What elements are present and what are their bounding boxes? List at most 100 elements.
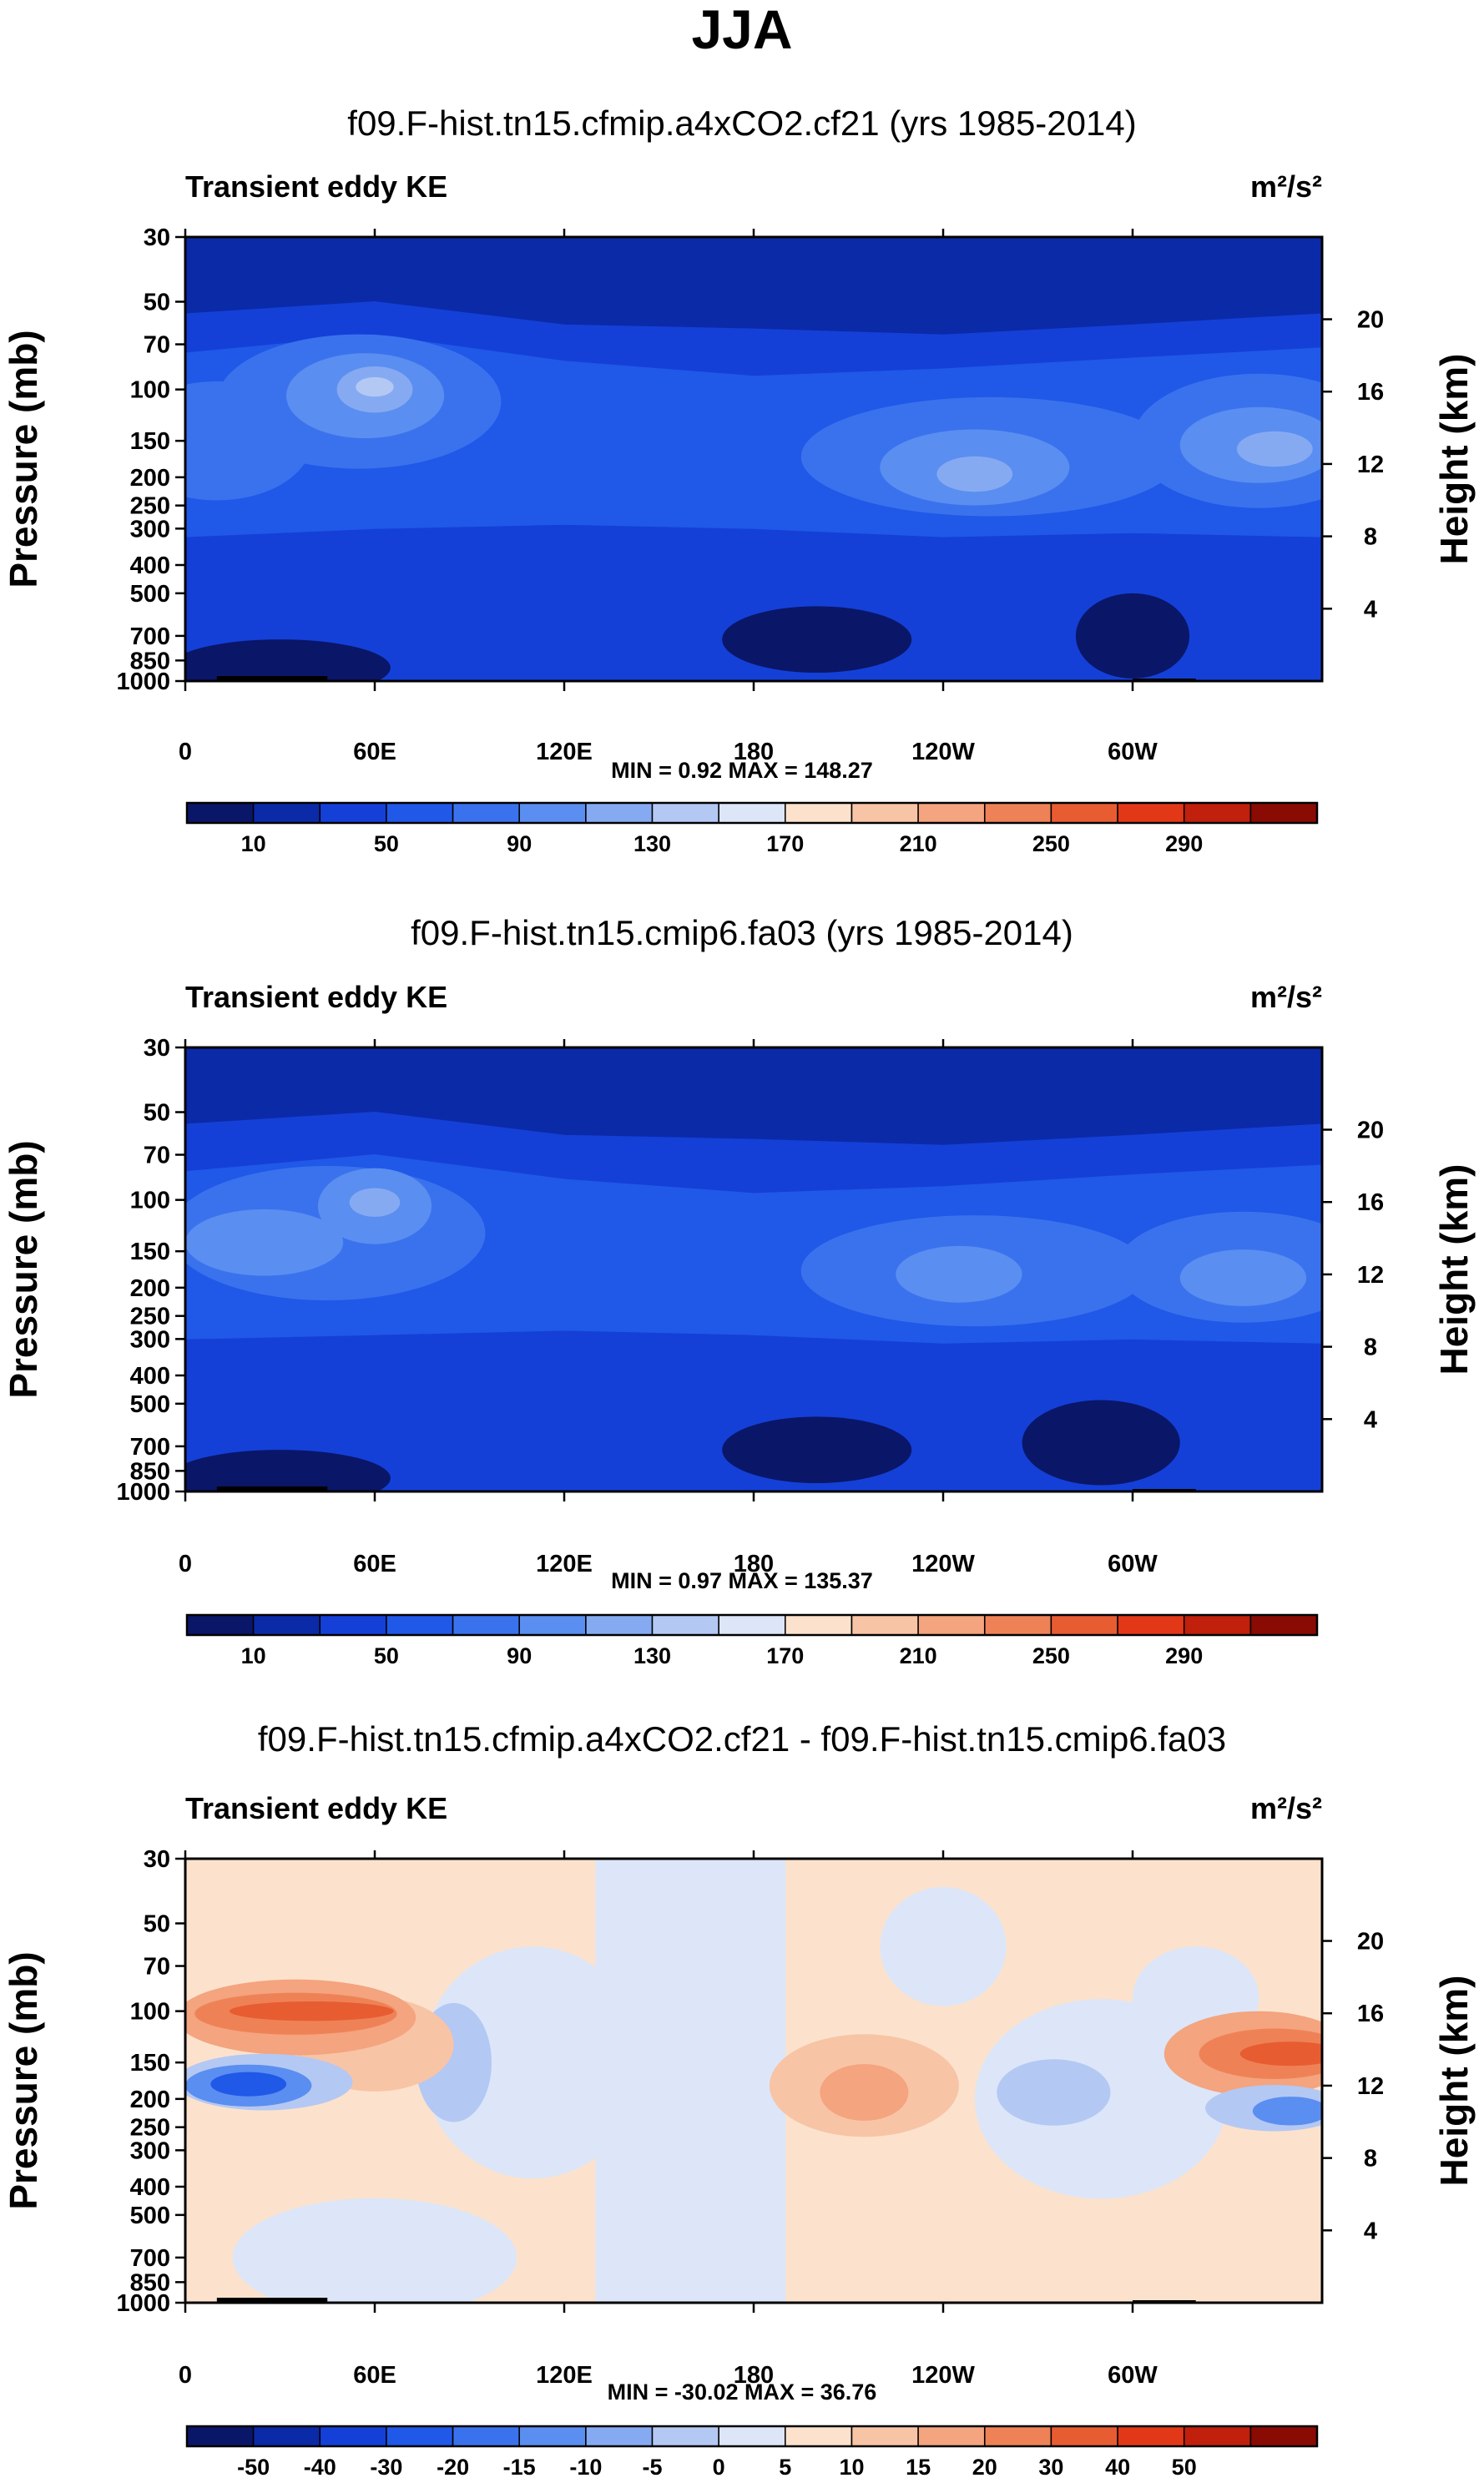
x-tick-label: 120W bbox=[911, 1551, 975, 1577]
y-tick-label: 50 bbox=[144, 1911, 170, 1938]
height-tick-label: 4 bbox=[1364, 2218, 1377, 2244]
minmax-label: MIN = 0.97 MAX = 135.37 bbox=[611, 1568, 873, 1593]
colorbar-swatch bbox=[1050, 2425, 1118, 2447]
colorbar-swatch bbox=[917, 1614, 986, 1636]
y-axis-label: Pressure (mb) bbox=[2, 1140, 45, 1398]
colorbar-label: 170 bbox=[766, 831, 804, 856]
panel-title: f09.F-hist.tn15.cfmip.a4xCO2.cf21 (yrs 1… bbox=[347, 103, 1136, 143]
chart-panel-1: f09.F-hist.tn15.cfmip.a4xCO2.cf21 (yrs 1… bbox=[2, 103, 1476, 856]
y-tick-label: 200 bbox=[130, 465, 170, 492]
units-label: m²/s² bbox=[1250, 1791, 1322, 1825]
colorbar-label: -30 bbox=[370, 2455, 402, 2480]
contour-blob-5 bbox=[880, 1886, 1007, 2006]
y-tick-label: 100 bbox=[130, 1188, 170, 1214]
colorbar-swatch bbox=[1183, 802, 1252, 824]
contour-blob-9 bbox=[1179, 1249, 1307, 1306]
y-tick-label: 70 bbox=[144, 332, 170, 359]
y-tick-label: 400 bbox=[130, 1363, 170, 1390]
y-axis-right-label: Height (km) bbox=[1432, 354, 1476, 565]
colorbar-swatch bbox=[785, 802, 853, 824]
contour-blob-6 bbox=[185, 381, 312, 501]
field-label: Transient eddy KE bbox=[185, 169, 447, 204]
colorbar-label: 250 bbox=[1032, 831, 1070, 856]
colorbar-swatch bbox=[585, 1614, 654, 1636]
contour-blob-8 bbox=[997, 2059, 1111, 2126]
contour-area bbox=[185, 1047, 1322, 1491]
colorbar-label: -10 bbox=[569, 2455, 602, 2480]
contour-blob-11 bbox=[936, 456, 1013, 492]
colorbar-label: 250 bbox=[1032, 1643, 1070, 1668]
colorbar-label: -50 bbox=[237, 2455, 270, 2480]
colorbar-swatch bbox=[452, 802, 520, 824]
x-tick-label: 180 bbox=[734, 2362, 774, 2389]
panel-title: f09.F-hist.tn15.cmip6.fa03 (yrs 1985-201… bbox=[411, 913, 1073, 952]
colorbar-label: 210 bbox=[900, 831, 937, 856]
y-tick-label: 250 bbox=[130, 2115, 170, 2142]
height-tick-label: 20 bbox=[1357, 307, 1384, 334]
colorbar-label: 130 bbox=[633, 831, 671, 856]
y-tick-label: 400 bbox=[130, 2174, 170, 2201]
colorbar-swatch bbox=[1117, 1614, 1185, 1636]
height-tick-label: 8 bbox=[1364, 1335, 1377, 1361]
colorbar-label: -40 bbox=[304, 2455, 336, 2480]
colorbar-swatch bbox=[917, 2425, 986, 2447]
colorbar-label: 50 bbox=[374, 1643, 399, 1668]
contour-blob-11 bbox=[185, 1450, 391, 1491]
x-tick-label: 0 bbox=[179, 2362, 192, 2389]
colorbar-swatch bbox=[651, 2425, 719, 2447]
x-tick-label: 120E bbox=[536, 739, 593, 765]
colorbar-label: 50 bbox=[374, 831, 399, 856]
colorbar-frame bbox=[185, 1613, 1319, 1637]
colorbar-frame bbox=[185, 801, 1319, 825]
y-tick-label: 30 bbox=[144, 225, 170, 251]
colorbar-swatch bbox=[1183, 2425, 1252, 2447]
colorbar-swatch bbox=[452, 2425, 520, 2447]
colorbar-label: 290 bbox=[1165, 1643, 1203, 1668]
colorbar-label: 10 bbox=[241, 1643, 266, 1668]
y-tick-label: 1000 bbox=[116, 2290, 170, 2317]
field-label: Transient eddy KE bbox=[185, 980, 447, 1014]
contour-area bbox=[185, 237, 1322, 681]
x-tick-label: 120W bbox=[911, 2362, 975, 2389]
colorbar-swatch bbox=[319, 2425, 387, 2447]
height-tick-label: 8 bbox=[1364, 2146, 1377, 2173]
colorbar-label: -5 bbox=[642, 2455, 662, 2480]
y-tick-label: 70 bbox=[144, 1143, 170, 1169]
y-axis-right-label: Height (km) bbox=[1432, 1976, 1476, 2187]
y-tick-label: 100 bbox=[130, 377, 170, 404]
y-tick-label: 100 bbox=[130, 1999, 170, 2026]
y-tick-label: 250 bbox=[130, 1304, 170, 1330]
colorbar-label: 90 bbox=[507, 1643, 532, 1668]
contour-blob-4 bbox=[232, 2198, 517, 2303]
y-tick-label: 300 bbox=[130, 2137, 170, 2164]
y-tick-label: 300 bbox=[130, 1326, 170, 1353]
y-axis-label: Pressure (mb) bbox=[2, 330, 45, 588]
colorbar-swatch bbox=[585, 2425, 654, 2447]
colorbar-swatch bbox=[252, 802, 321, 824]
y-tick-label: 1000 bbox=[116, 1479, 170, 1506]
y-tick-label: 500 bbox=[130, 581, 170, 608]
panels-group: f09.F-hist.tn15.cfmip.a4xCO2.cf21 (yrs 1… bbox=[2, 103, 1476, 2480]
topography-0 bbox=[216, 1486, 328, 1491]
height-tick-label: 16 bbox=[1357, 2001, 1384, 2027]
colorbar-swatch bbox=[186, 1614, 255, 1636]
colorbar-swatch bbox=[386, 802, 454, 824]
colorbar-swatch bbox=[1183, 1614, 1252, 1636]
colorbar-swatch bbox=[252, 1614, 321, 1636]
colorbar-swatch bbox=[984, 802, 1052, 824]
colorbar-swatch bbox=[718, 2425, 786, 2447]
y-axis-label: Pressure (mb) bbox=[2, 1951, 45, 2209]
y-axis-right-label: Height (km) bbox=[1432, 1164, 1476, 1375]
topography-0 bbox=[216, 676, 328, 681]
colorbar-swatch bbox=[518, 2425, 587, 2447]
colorbar-swatch bbox=[252, 2425, 321, 2447]
colorbar-swatch bbox=[917, 802, 986, 824]
height-tick-label: 4 bbox=[1364, 596, 1377, 623]
colorbar-swatch bbox=[1249, 1614, 1318, 1636]
x-tick-label: 180 bbox=[734, 739, 774, 765]
colorbar-swatch bbox=[651, 1614, 719, 1636]
height-tick-label: 12 bbox=[1357, 452, 1384, 478]
colorbar-label: -20 bbox=[437, 2455, 469, 2480]
colorbar-swatch bbox=[984, 1614, 1052, 1636]
contour-blob-13 bbox=[1022, 1400, 1180, 1486]
